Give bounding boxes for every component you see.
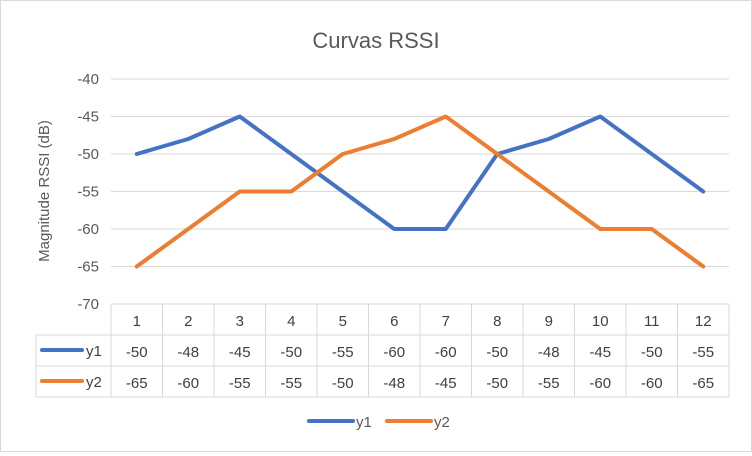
gridlines — [111, 78, 729, 305]
y-tick-label: -55 — [77, 184, 99, 201]
x-tick-label: 6 — [390, 313, 398, 330]
y-tick-label: -60 — [77, 221, 99, 238]
table-cell: -60 — [177, 375, 199, 392]
table-cell: -50 — [641, 344, 663, 361]
table-cell: -50 — [280, 344, 302, 361]
legend-label-y2: y2 — [434, 414, 450, 431]
y-axis-label: Magnitude RSSI (dB) — [36, 120, 53, 262]
x-tick-label: 5 — [339, 313, 347, 330]
table-cell: -55 — [692, 344, 714, 361]
table-cell: -50 — [486, 344, 508, 361]
y-tick-label: -65 — [77, 259, 99, 276]
x-tick-label: 1 — [133, 313, 141, 330]
table-cell: -55 — [229, 375, 251, 392]
table-cell: -60 — [383, 344, 405, 361]
x-tick-label: 11 — [644, 313, 660, 330]
table-cell: -55 — [538, 375, 560, 392]
table-cell: -60 — [641, 375, 663, 392]
table-cell: -48 — [383, 375, 405, 392]
table-cell: -65 — [692, 375, 714, 392]
table-cell: -45 — [589, 344, 611, 361]
x-tick-label: 4 — [287, 313, 295, 330]
legend: y1 y2 — [307, 414, 450, 431]
table-cell: -50 — [126, 344, 148, 361]
table-cell: -60 — [435, 344, 457, 361]
table-cell: -50 — [332, 375, 354, 392]
table-cell: -50 — [486, 375, 508, 392]
x-tick-label: 8 — [493, 313, 501, 330]
table-cell: -45 — [229, 344, 251, 361]
table-series-name: y2 — [86, 374, 102, 391]
legend-label-y1: y1 — [356, 414, 372, 431]
table-series-name: y1 — [86, 343, 102, 360]
table-cell: -48 — [177, 344, 199, 361]
x-tick-label: 9 — [545, 313, 553, 330]
table-cell: -55 — [280, 375, 302, 392]
y-axis-ticks: -40 -45 -50 -55 -60 -65 -70 — [77, 71, 99, 313]
table-cell: -48 — [538, 344, 560, 361]
x-tick-label: 3 — [236, 313, 244, 330]
chart-title: Curvas RSSI — [312, 28, 439, 53]
table-cell: -55 — [332, 344, 354, 361]
x-tick-label: 2 — [184, 313, 192, 330]
x-tick-label: 12 — [695, 313, 712, 330]
series-lines — [134, 114, 706, 269]
series-line-y2 — [134, 114, 706, 269]
y-tick-label: -40 — [77, 71, 99, 88]
x-tick-label: 10 — [592, 313, 609, 330]
y-tick-label: -50 — [77, 146, 99, 163]
table-cell: -65 — [126, 375, 148, 392]
table-cell: -45 — [435, 375, 457, 392]
x-tick-label: 7 — [442, 313, 450, 330]
table-cell: -60 — [589, 375, 611, 392]
y-tick-label: -70 — [77, 296, 99, 313]
y-tick-label: -45 — [77, 109, 99, 126]
series-line-y1 — [134, 114, 706, 231]
